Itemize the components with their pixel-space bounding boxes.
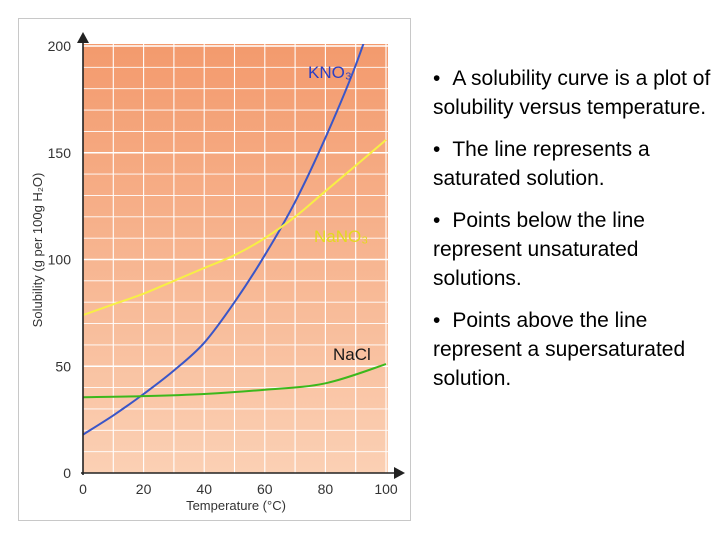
y-tick-label: 150	[48, 145, 72, 161]
bullet-supersaturated: Points above the line represent a supers…	[433, 306, 715, 393]
bullet-unsaturated: Points below the line represent unsatura…	[433, 206, 715, 293]
grid	[83, 44, 388, 473]
y-tick-label: 100	[48, 252, 72, 268]
x-axis-arrow	[394, 467, 405, 479]
y-tick-label: 0	[63, 465, 71, 481]
axes	[77, 32, 405, 479]
x-tick-label: 40	[196, 481, 212, 497]
x-tick-label: 60	[257, 481, 273, 497]
series-label-nacl: NaCl	[333, 345, 371, 364]
x-tick-label: 80	[318, 481, 334, 497]
series-line-nano	[83, 139, 387, 316]
series-labels: KNO₃ NaNO₃ NaCl	[308, 63, 371, 364]
y-axis-arrow	[77, 32, 89, 43]
x-tick-label: 20	[136, 481, 152, 497]
x-axis-title: Temperature (°C)	[186, 498, 286, 513]
series-label-nano: NaNO₃	[314, 227, 368, 246]
series-lines	[83, 44, 387, 436]
solubility-chart: 0 20 40 60 80 100 0 50 100 150 200 KNO₃ NaNO₃ NaCl T…	[30, 32, 405, 513]
bullet-definition: A solubility curve is a plot of solubili…	[433, 64, 715, 122]
x-tick-label: 100	[374, 481, 398, 497]
series-line-kno	[83, 44, 365, 436]
y-axis-title: Solubility (g per 100g H₂O)	[30, 173, 45, 328]
tick-labels: 0 20 40 60 80 100 0 50 100 150 200	[48, 38, 398, 497]
series-line-nacl	[83, 363, 387, 399]
series-label-kno: KNO₃	[308, 63, 352, 82]
y-tick-label: 50	[55, 358, 71, 374]
x-tick-label: 0	[79, 481, 87, 497]
y-tick-label: 200	[48, 38, 72, 54]
bullet-list: A solubility curve is a plot of solubili…	[433, 64, 715, 406]
bullet-saturated: The line represents a saturated solution…	[433, 135, 715, 193]
